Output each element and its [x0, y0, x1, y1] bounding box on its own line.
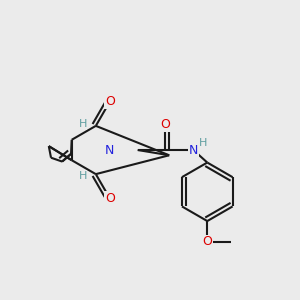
Text: H: H	[79, 119, 87, 130]
Text: N: N	[189, 143, 198, 157]
Text: O: O	[160, 118, 170, 131]
Text: H: H	[198, 138, 207, 148]
Text: H: H	[79, 170, 87, 181]
Text: N: N	[105, 143, 114, 157]
Text: O: O	[105, 95, 115, 108]
Text: O: O	[202, 236, 212, 248]
Text: O: O	[105, 192, 115, 205]
